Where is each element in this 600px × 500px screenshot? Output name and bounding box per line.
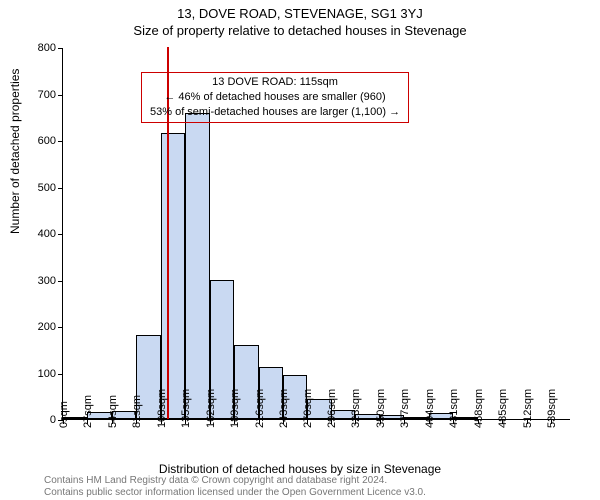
callout-box: 13 DOVE ROAD: 115sqm← 46% of detached ho…	[141, 72, 409, 123]
ytick-mark	[58, 281, 63, 282]
footer-line-2: Contains public sector information licen…	[44, 487, 426, 499]
ytick-mark	[58, 234, 63, 235]
ytick-mark	[58, 327, 63, 328]
ytick-label: 200	[0, 321, 56, 333]
ytick-label: 600	[0, 135, 56, 147]
chart-title: Size of property relative to detached ho…	[0, 21, 600, 38]
callout-line-2: ← 46% of detached houses are smaller (96…	[150, 90, 400, 105]
ytick-mark	[58, 374, 63, 375]
plot-area: 13 DOVE ROAD: 115sqm← 46% of detached ho…	[62, 48, 570, 420]
ytick-label: 800	[0, 42, 56, 54]
histogram-bar	[161, 133, 185, 419]
ytick-label: 100	[0, 368, 56, 380]
ytick-mark	[58, 95, 63, 96]
attribution-footer: Contains HM Land Registry data © Crown c…	[44, 475, 426, 498]
ytick-label: 300	[0, 275, 56, 287]
ytick-mark	[58, 188, 63, 189]
ytick-label: 500	[0, 182, 56, 194]
callout-line-3: 53% of semi-detached houses are larger (…	[150, 105, 400, 120]
footer-line-1: Contains HM Land Registry data © Crown c…	[44, 475, 426, 487]
ytick-label: 0	[0, 414, 56, 426]
address-title: 13, DOVE ROAD, STEVENAGE, SG1 3YJ	[0, 0, 600, 21]
ytick-label: 700	[0, 89, 56, 101]
ytick-mark	[58, 141, 63, 142]
callout-line-1: 13 DOVE ROAD: 115sqm	[150, 75, 400, 90]
ytick-mark	[58, 48, 63, 49]
x-axis-label: Distribution of detached houses by size …	[0, 462, 600, 476]
histogram-chart: 13 DOVE ROAD: 115sqm← 46% of detached ho…	[62, 48, 570, 420]
histogram-bar	[185, 113, 209, 419]
ytick-label: 400	[0, 228, 56, 240]
